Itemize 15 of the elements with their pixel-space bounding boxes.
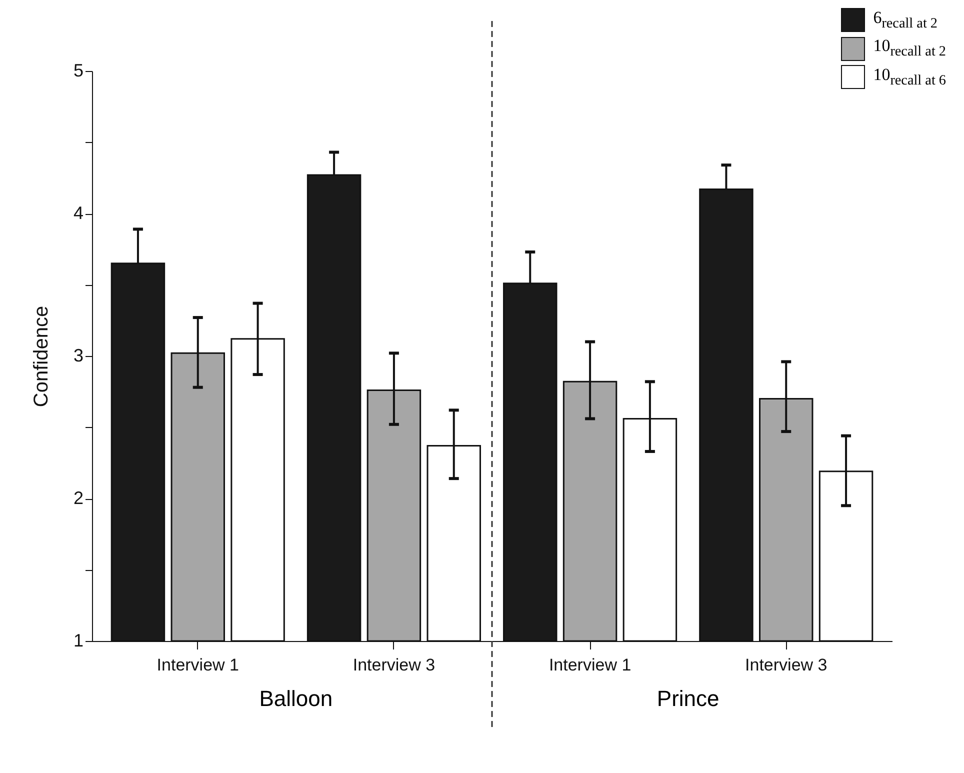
- legend-label: 6$_{recall at 2}$: [873, 8, 938, 32]
- y-tick-label: 2: [73, 488, 84, 508]
- y-axis-title: Confidence: [30, 306, 52, 408]
- y-tick-label: 5: [73, 60, 84, 80]
- x-tick-label: Interview 1: [156, 656, 239, 674]
- x-tick-label: Interview 3: [352, 656, 436, 674]
- legend-label: 10$_{recall at 6}$: [873, 64, 946, 90]
- x-tick-label: Interview 1: [548, 656, 632, 674]
- x-tick-label: Interview 3: [745, 656, 828, 674]
- y-tick-label: 1: [73, 630, 84, 650]
- y-tick-label: 4: [73, 203, 84, 223]
- text: Prince: [656, 686, 720, 712]
- y-tick-label: 3: [73, 346, 84, 366]
- legend-label: 10$_{recall at 2}$: [873, 36, 946, 61]
- text: Balloon: [259, 686, 333, 712]
